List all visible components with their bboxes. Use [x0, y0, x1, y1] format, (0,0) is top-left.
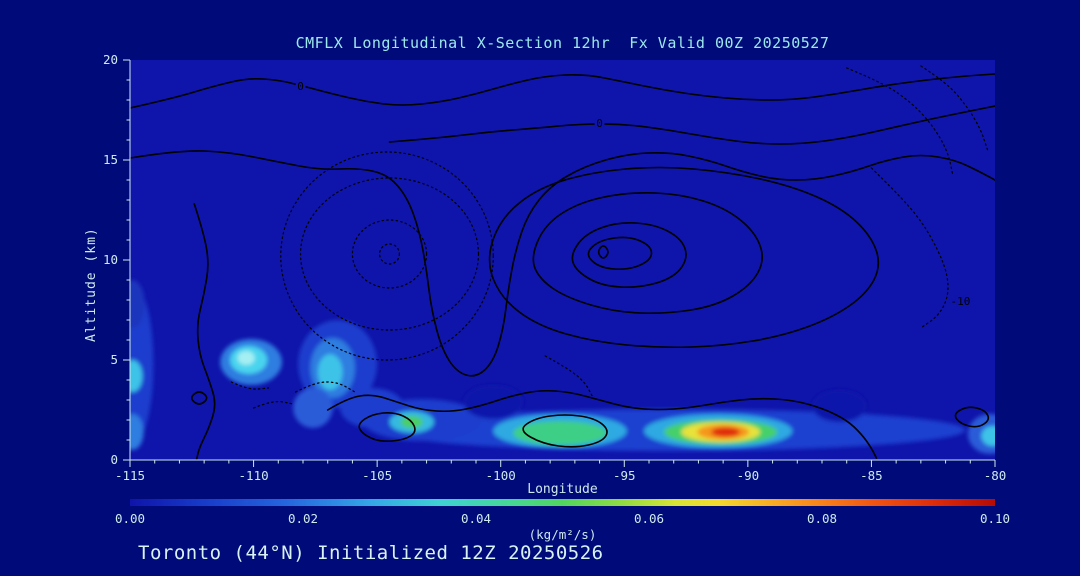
- x-tick-label: -100: [486, 468, 516, 483]
- colorbar-tick-label: 0.00: [115, 511, 145, 526]
- contour-labels: 0 0 -10: [295, 78, 973, 311]
- moisture-flux-fill-regions: [130, 280, 995, 454]
- contour-label: 0: [297, 80, 304, 93]
- colorbar-tick-label: 0.08: [807, 511, 837, 526]
- x-tick-label: -90: [737, 468, 760, 483]
- y-tick-label: 5: [110, 352, 118, 367]
- colorbar-tick-label: 0.06: [634, 511, 664, 526]
- chart-title: CMFLX Longitudinal X-Section 12hr Fx Val…: [295, 34, 830, 52]
- y-tick-label: 20: [103, 52, 118, 67]
- x-tick-label: -110: [239, 468, 269, 483]
- y-axis-label: Altitude (km): [84, 227, 99, 342]
- colorbar-tick-label: 0.10: [980, 511, 1010, 526]
- contour-lines: [130, 65, 995, 460]
- plot-background: [130, 60, 995, 460]
- x-tick-label: -115: [115, 468, 145, 483]
- x-tick-label: -95: [613, 468, 636, 483]
- colorbar-units-label: (kg/m²/s): [528, 527, 597, 542]
- axes: [123, 59, 996, 467]
- x-tick-label: -80: [984, 468, 1007, 483]
- contour-label: -10: [950, 295, 970, 308]
- y-tick-label: 0: [110, 452, 118, 467]
- colorbar-tick-label: 0.02: [288, 511, 318, 526]
- x-axis-label: Longitude: [527, 482, 598, 497]
- footer-annotation: Toronto (44°N) Initialized 12Z 20250526: [138, 542, 604, 564]
- y-tick-label: 15: [103, 152, 118, 167]
- y-tick-label: 10: [103, 252, 118, 267]
- x-tick-label: -105: [362, 468, 392, 483]
- x-tick-label: -85: [860, 468, 883, 483]
- colorbar-tick-label: 0.04: [461, 511, 491, 526]
- colorbar-gradient: [130, 499, 995, 506]
- contour-label: 0: [596, 117, 603, 130]
